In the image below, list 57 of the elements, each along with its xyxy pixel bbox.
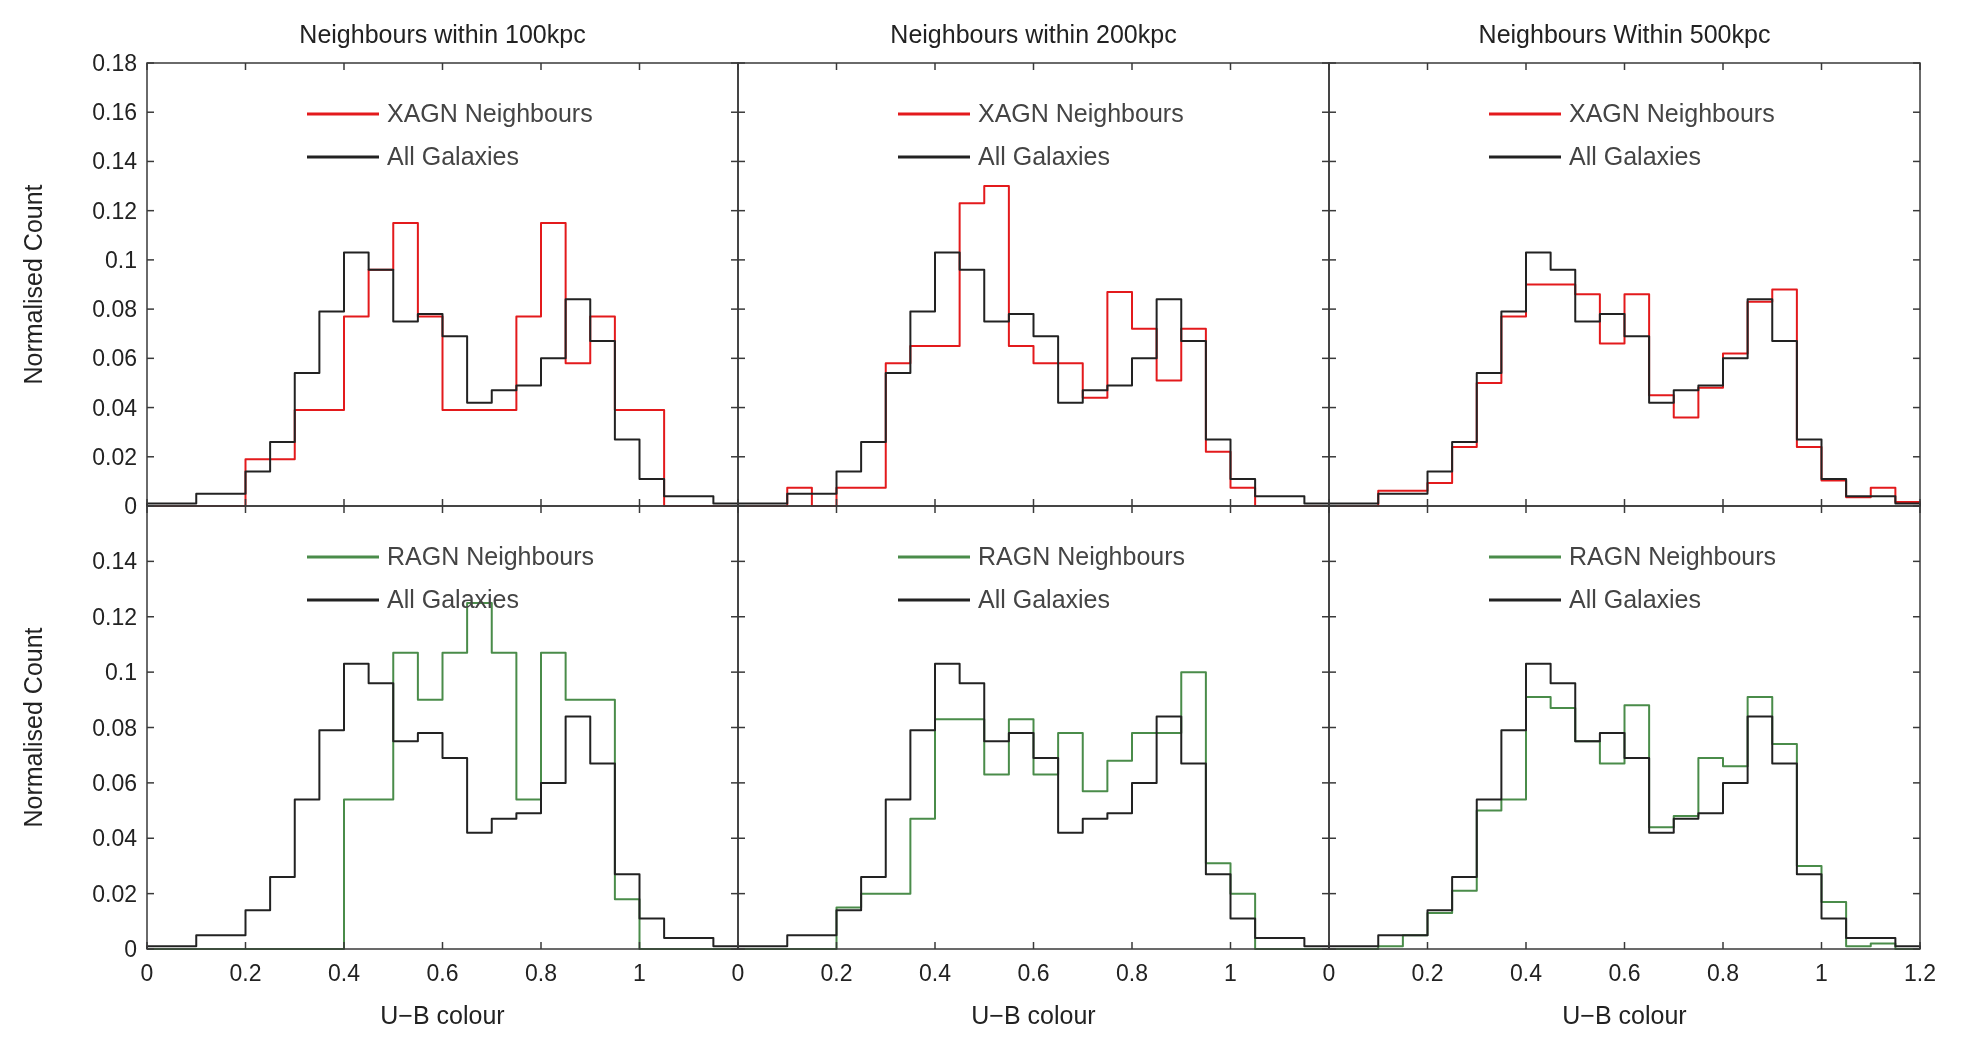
legend-label: RAGN Neighbours bbox=[978, 541, 1186, 570]
x-axis-title: U−B colour bbox=[1562, 1001, 1687, 1029]
x-tick-label: 0.4 bbox=[1510, 960, 1543, 986]
x-tick-label: 0.4 bbox=[328, 960, 361, 986]
legend-label: RAGN Neighbours bbox=[1569, 541, 1777, 570]
y-tick-label: 0.18 bbox=[92, 50, 137, 77]
y-tick-label: 0.14 bbox=[92, 548, 138, 575]
x-tick-label: 0.2 bbox=[820, 960, 853, 986]
y-tick-label: 0.16 bbox=[92, 99, 137, 126]
y-tick-label: 0.1 bbox=[105, 246, 137, 273]
x-tick-label: 0 bbox=[1322, 960, 1336, 986]
x-axis-title: U−B colour bbox=[380, 1001, 505, 1029]
y-tick-label: 0.04 bbox=[92, 825, 138, 852]
x-tick-label: 1 bbox=[1815, 960, 1828, 986]
y-tick-label: 0.06 bbox=[92, 345, 137, 372]
y-tick-label: 0.02 bbox=[92, 880, 137, 907]
x-axis-title: U−B colour bbox=[971, 1001, 1096, 1029]
x-tick-label: 0.2 bbox=[229, 960, 262, 986]
y-tick-label: 0.04 bbox=[92, 394, 138, 421]
y-tick-label: 0 bbox=[124, 493, 137, 520]
legend-label: All Galaxies bbox=[978, 584, 1110, 613]
x-tick-label: 0 bbox=[140, 960, 154, 986]
y-tick-label: 0.08 bbox=[92, 296, 137, 323]
x-tick-label: 0.8 bbox=[1707, 960, 1739, 986]
legend-label: XAGN Neighbours bbox=[978, 98, 1184, 127]
y-tick-label: 0 bbox=[124, 936, 137, 963]
chart-title: Neighbours Within 500kpc bbox=[1478, 20, 1771, 48]
x-tick-label: 0.8 bbox=[1116, 960, 1148, 986]
legend-label: All Galaxies bbox=[387, 141, 519, 170]
y-tick-label: 0.1 bbox=[105, 659, 137, 686]
legend-label: XAGN Neighbours bbox=[1569, 98, 1775, 127]
y-axis-title: Normalised Count bbox=[19, 627, 47, 828]
y-tick-label: 0.06 bbox=[92, 769, 137, 796]
legend-label: XAGN Neighbours bbox=[387, 98, 593, 127]
x-tick-label: 0.6 bbox=[426, 960, 459, 986]
y-axis-title: Normalised Count bbox=[19, 184, 47, 385]
x-tick-label: 0.4 bbox=[919, 960, 952, 986]
legend-label: RAGN Neighbours bbox=[387, 541, 595, 570]
x-tick-label: 0.6 bbox=[1017, 960, 1050, 986]
y-tick-label: 0.08 bbox=[92, 714, 137, 741]
x-tick-label: 1 bbox=[633, 960, 646, 986]
y-tick-label: 0.14 bbox=[92, 148, 138, 175]
y-tick-label: 0.12 bbox=[92, 197, 137, 224]
legend-label: All Galaxies bbox=[387, 584, 519, 613]
y-tick-label: 0.12 bbox=[92, 603, 137, 630]
x-tick-label: 0 bbox=[731, 960, 745, 986]
legend-label: All Galaxies bbox=[1569, 141, 1701, 170]
x-tick-label: 0.2 bbox=[1411, 960, 1444, 986]
chart-title: Neighbours within 200kpc bbox=[890, 20, 1177, 48]
legend-label: All Galaxies bbox=[978, 141, 1110, 170]
y-tick-label: 0.02 bbox=[92, 443, 137, 470]
x-tick-label: 0.6 bbox=[1608, 960, 1641, 986]
x-tick-label: 1 bbox=[1224, 960, 1237, 986]
x-tick-label: 1.2 bbox=[1904, 960, 1936, 986]
chart-title: Neighbours within 100kpc bbox=[299, 20, 586, 48]
x-tick-label: 0.8 bbox=[525, 960, 557, 986]
legend-label: All Galaxies bbox=[1569, 584, 1701, 613]
